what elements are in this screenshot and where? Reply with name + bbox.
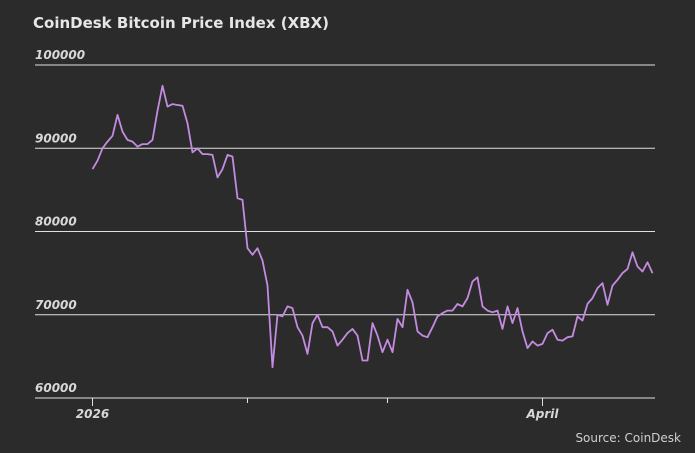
y-tick-label: 70000 [35,298,77,312]
y-tick-label: 90000 [35,131,77,145]
price-line [91,84,654,369]
x-tick-label: 2026 [76,407,109,421]
x-tick-label: April [525,407,559,421]
y-tick-label: 60000 [35,381,77,395]
chart-title: CoinDesk Bitcoin Price Index (XBX) [33,14,329,32]
source: Source: CoinDesk [575,431,681,445]
y-tick-label: 80000 [35,215,77,229]
y-tick-label: 100000 [35,48,85,62]
